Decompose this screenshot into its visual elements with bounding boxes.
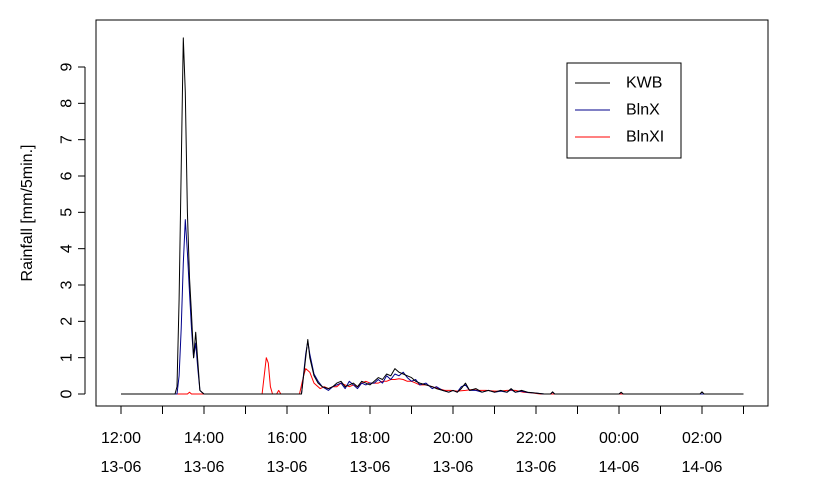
x-tick-time-label: 12:00	[101, 430, 141, 447]
y-tick-label: 2	[59, 317, 76, 326]
y-tick-label: 7	[59, 135, 76, 144]
y-axis-title: Rainfall [mm/5min.]	[19, 145, 36, 282]
x-axis: 12:00 13-06 14:00 13-06 16:00 13-06 18:00 13-06…	[101, 405, 744, 476]
x-tick-date-label: 13-06	[433, 459, 474, 476]
x-tick-date-label: 13-06	[516, 459, 557, 476]
series-line-kwb	[121, 37, 744, 395]
x-tick-date-label: 13-06	[184, 459, 225, 476]
y-tick-label: 8	[59, 99, 76, 108]
legend-label: KWB	[626, 75, 662, 92]
legend: KWB BlnX BlnXI	[566, 62, 682, 159]
x-tick-date-label: 13-06	[350, 459, 391, 476]
x-tick-time-label: 22:00	[516, 430, 556, 447]
x-tick-time-label: 20:00	[433, 430, 473, 447]
y-tick-label: 1	[59, 353, 76, 362]
x-tick-time-label: 02:00	[682, 430, 722, 447]
y-tick-label: 3	[59, 280, 76, 289]
series-line-blnx	[121, 219, 744, 395]
y-tick-label: 9	[59, 62, 76, 71]
y-axis: 0 1 2 3 4 5 6 7 8 9	[59, 62, 86, 398]
legend-label: BlnX	[626, 102, 660, 119]
x-tick-date-label: 14-06	[682, 459, 723, 476]
x-tick-time-label: 16:00	[267, 430, 307, 447]
legend-label: BlnXI	[626, 129, 664, 146]
x-tick-date-label: 13-06	[101, 459, 142, 476]
x-tick-time-label: 00:00	[599, 430, 639, 447]
series-lines	[121, 37, 744, 395]
x-tick-time-label: 14:00	[184, 430, 224, 447]
y-tick-label: 4	[59, 244, 76, 253]
x-tick-date-label: 14-06	[599, 459, 640, 476]
y-tick-label: 0	[59, 389, 76, 398]
y-tick-label: 6	[59, 171, 76, 180]
x-tick-time-label: 18:00	[350, 430, 390, 447]
x-tick-date-label: 13-06	[267, 459, 308, 476]
y-tick-label: 5	[59, 208, 76, 217]
